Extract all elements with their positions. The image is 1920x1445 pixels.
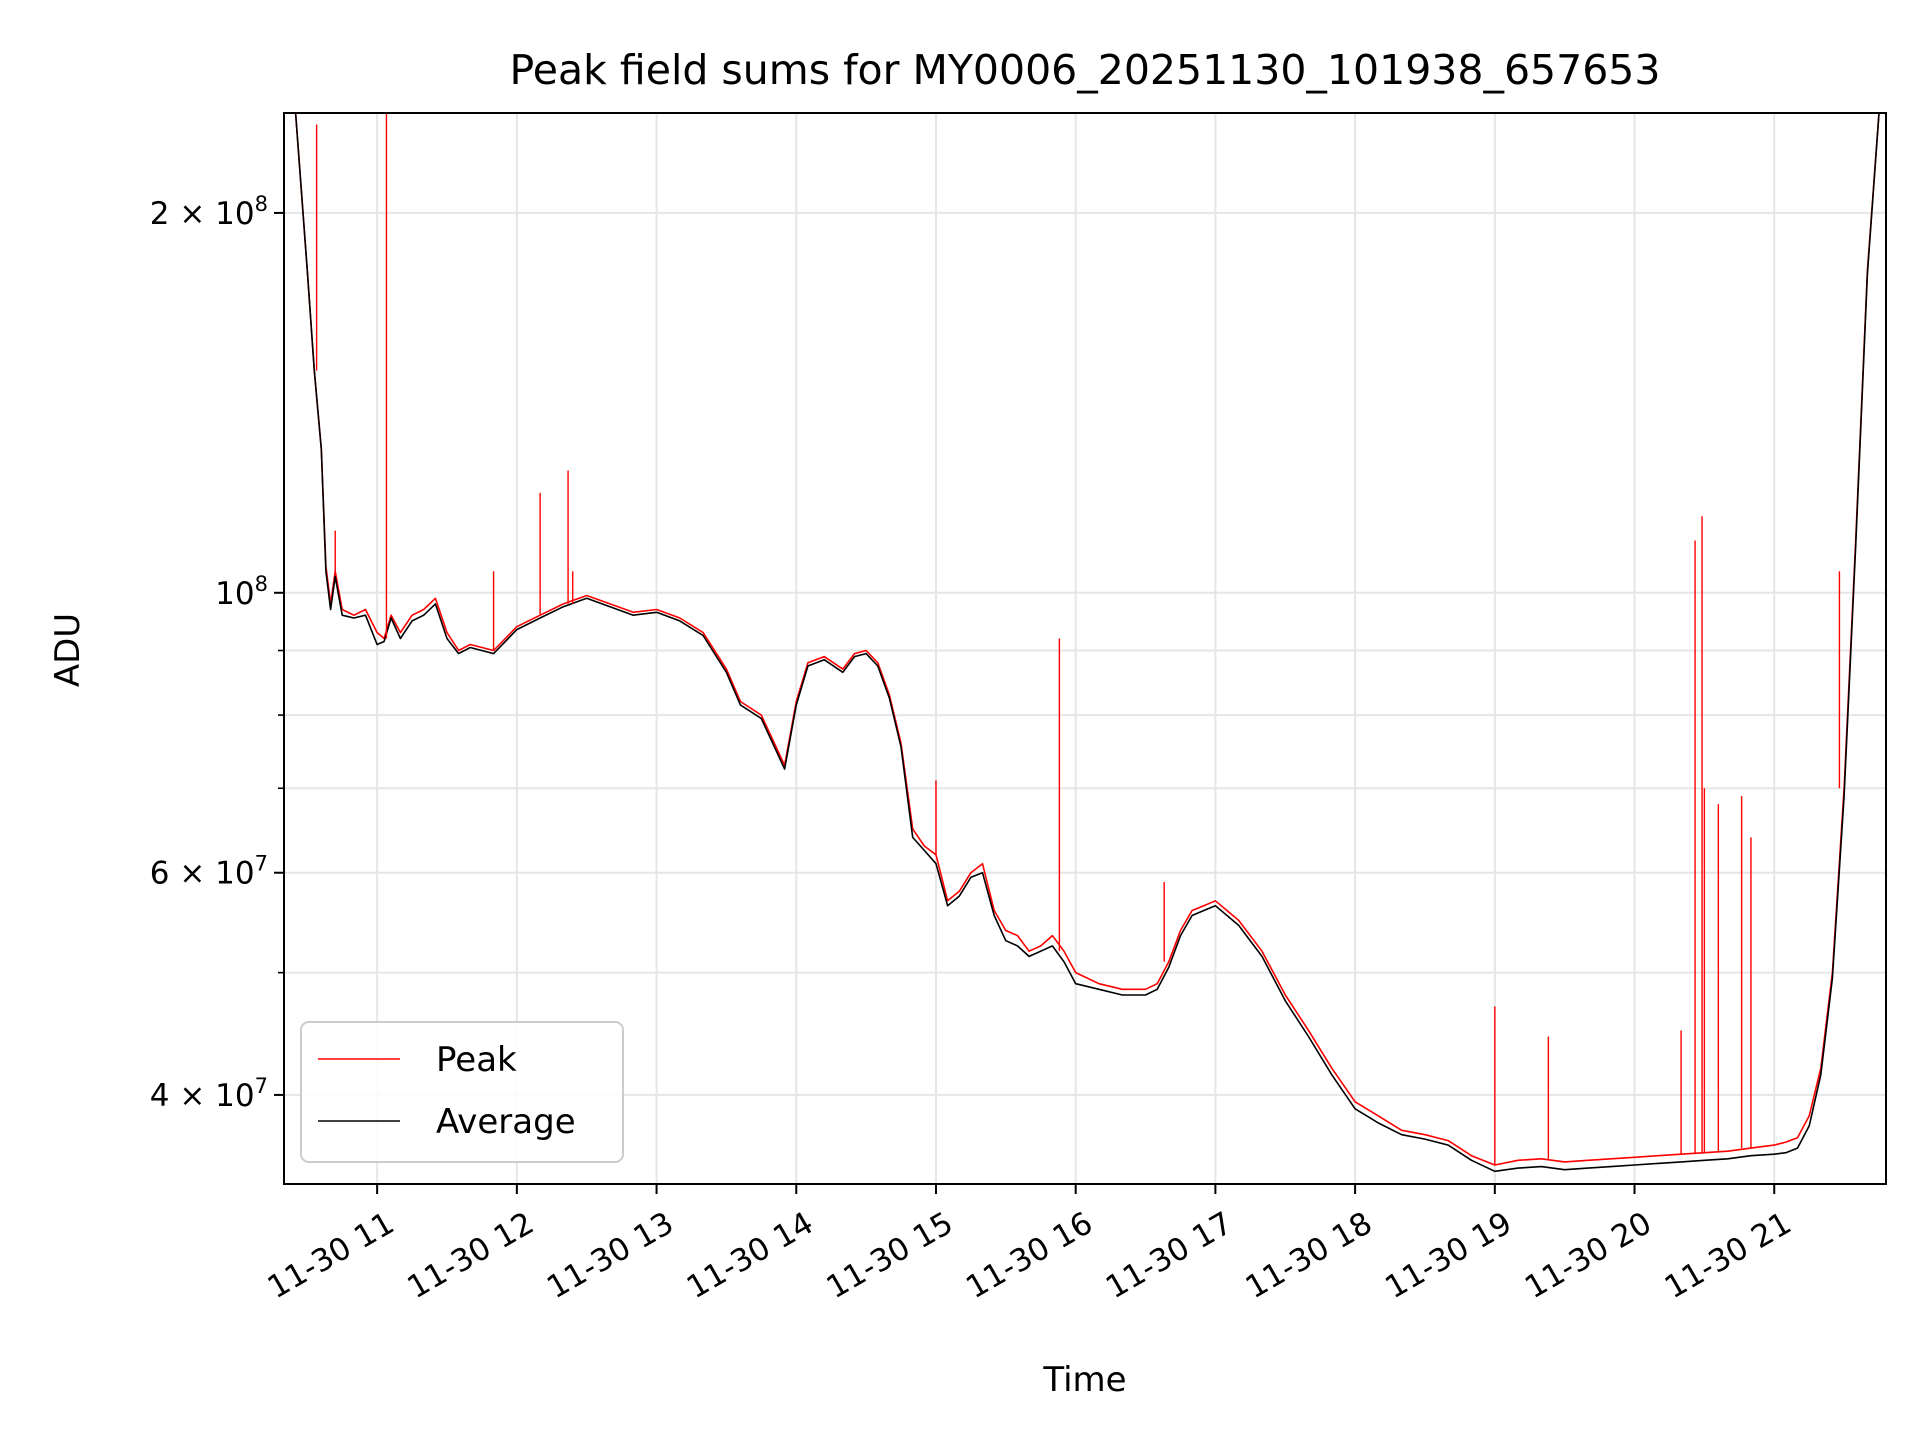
x-tick-label: 11-30 17 bbox=[1100, 1205, 1239, 1306]
y-tick-label: 108 bbox=[215, 572, 268, 612]
legend: Peak Average bbox=[300, 1021, 624, 1163]
x-tick-label: 11-30 14 bbox=[681, 1205, 820, 1306]
legend-label-peak: Peak bbox=[436, 1040, 517, 1080]
x-tick-label: 11-30 16 bbox=[960, 1205, 1099, 1306]
x-tick-label: 11-30 15 bbox=[820, 1205, 959, 1306]
x-tick-label: 11-30 13 bbox=[541, 1205, 680, 1306]
legend-label-average: Average bbox=[436, 1102, 576, 1142]
x-tick-label: 11-30 20 bbox=[1519, 1205, 1658, 1306]
y-axis-label: ADU bbox=[48, 613, 88, 687]
legend-box bbox=[300, 1021, 624, 1163]
y-tick-label: 4 × 107 bbox=[150, 1074, 268, 1114]
x-tick-label: 11-30 11 bbox=[262, 1205, 401, 1306]
series-line-average bbox=[294, 113, 1880, 1173]
series-line-peak bbox=[294, 113, 1880, 1166]
series-layer bbox=[294, 113, 1880, 1173]
x-tick-label: 11-30 12 bbox=[401, 1205, 540, 1306]
y-axis-ticks: 4 × 107 6 × 107 108 2 × 108 bbox=[150, 192, 284, 1114]
x-axis-label: Time bbox=[1042, 1360, 1126, 1400]
grid bbox=[284, 113, 1886, 1184]
chart-title: Peak field sums for MY0006_20251130_1019… bbox=[510, 46, 1661, 94]
x-axis-ticks: 11-30 11 11-30 12 11-30 13 11-30 14 11-30 15… bbox=[262, 1184, 1798, 1306]
x-tick-label: 11-30 18 bbox=[1240, 1205, 1379, 1306]
plot-frame bbox=[283, 112, 1887, 1185]
x-tick-label: 11-30 19 bbox=[1379, 1205, 1518, 1306]
y-tick-label: 2 × 108 bbox=[150, 192, 268, 232]
y-tick-label: 6 × 107 bbox=[150, 852, 268, 892]
x-tick-label: 11-30 21 bbox=[1659, 1205, 1798, 1306]
